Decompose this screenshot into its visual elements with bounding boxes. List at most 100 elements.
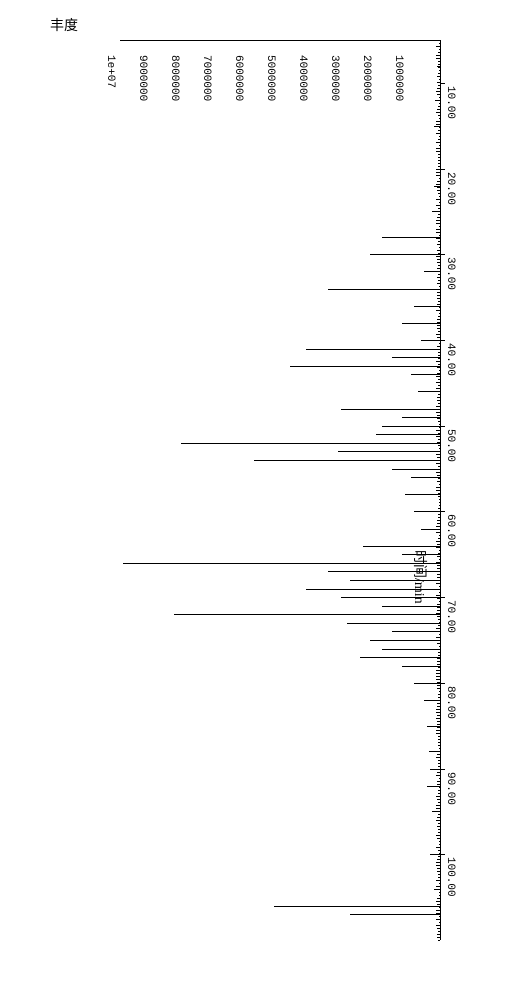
noise [439,127,440,128]
noise [438,493,440,494]
noise [439,289,440,290]
noise [436,310,440,311]
noise [436,910,440,911]
noise [439,226,440,227]
peak [414,306,440,307]
noise [439,340,440,341]
noise [437,346,440,347]
noise [437,703,440,704]
noise [438,274,440,275]
noise [436,547,440,548]
noise [437,799,440,800]
noise [436,199,440,200]
noise [438,850,440,851]
noise [436,718,440,719]
x-axis-line [440,40,441,940]
noise [439,895,440,896]
noise [436,232,440,233]
noise [438,301,440,302]
peak [376,434,440,435]
peak [382,237,440,238]
noise [438,742,440,743]
noise [437,520,440,521]
noise [437,328,440,329]
noise [439,43,440,44]
peak [382,426,440,427]
noise [437,187,440,188]
noise [437,181,440,182]
noise [438,160,440,161]
x-tick-label: 40.00 [444,343,456,376]
x-tick-mark [440,683,445,684]
noise [436,133,440,134]
noise [436,46,440,47]
noise [438,385,440,386]
x-tick-mark [440,83,445,84]
y-tick-label: 3000000 [328,55,340,101]
noise [436,58,440,59]
peak [392,469,440,470]
noise [439,634,440,635]
noise [438,352,440,353]
noise [438,451,440,452]
noise [439,907,440,908]
noise [437,415,440,416]
noise [436,172,440,173]
noise [437,598,440,599]
noise [436,613,440,614]
noise [436,454,440,455]
noise [436,886,440,887]
noise [438,745,440,746]
noise [437,319,440,320]
noise [439,883,440,884]
noise [437,610,440,611]
noise [437,100,440,101]
noise [436,169,440,170]
noise [438,139,440,140]
noise [439,484,440,485]
noise [436,388,440,389]
noise [436,487,440,488]
noise [436,562,440,563]
noise [438,478,440,479]
noise [438,652,440,653]
noise [437,604,440,605]
noise [438,655,440,656]
noise [438,64,440,65]
noise [437,871,440,872]
noise [438,553,440,554]
noise [436,409,440,410]
noise [436,709,440,710]
noise [436,925,440,926]
noise [439,40,440,41]
noise [438,625,440,626]
noise [436,406,440,407]
noise [437,826,440,827]
noise [436,670,440,671]
noise [436,862,440,863]
noise [437,481,440,482]
noise [439,145,440,146]
noise [437,643,440,644]
noise [439,535,440,536]
noise [438,736,440,737]
noise [439,178,440,179]
noise [438,208,440,209]
noise [438,496,440,497]
y-tick-label: 4000000 [296,55,308,101]
noise [436,148,440,149]
noise [438,619,440,620]
noise [436,913,440,914]
noise [439,49,440,50]
noise [438,790,440,791]
noise [436,769,440,770]
noise [436,256,440,257]
noise [439,247,440,248]
noise [438,214,440,215]
peak [274,906,440,907]
x-tick-mark [440,511,445,512]
noise [437,109,440,110]
noise [439,136,440,137]
peak [290,366,440,367]
peak [123,563,440,564]
